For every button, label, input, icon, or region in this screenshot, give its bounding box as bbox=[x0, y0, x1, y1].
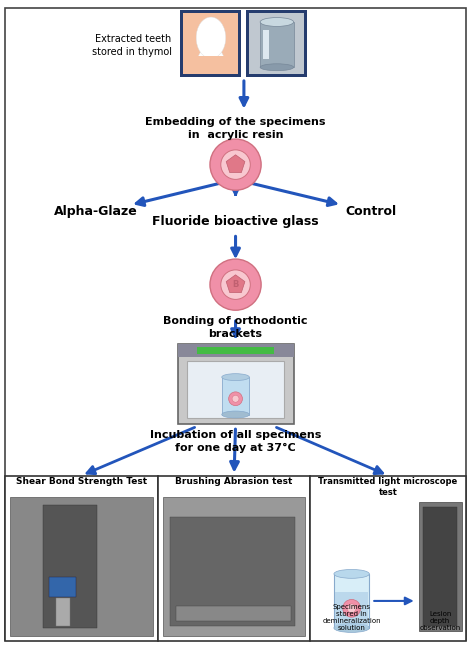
Ellipse shape bbox=[334, 623, 369, 632]
Ellipse shape bbox=[222, 374, 249, 380]
Circle shape bbox=[228, 392, 242, 406]
Bar bbox=[263, 30, 269, 60]
Bar bbox=[260, 22, 293, 67]
Bar bbox=[423, 507, 457, 626]
Text: B: B bbox=[232, 280, 239, 289]
Bar bbox=[43, 505, 97, 628]
Text: Alpha-Glaze: Alpha-Glaze bbox=[54, 205, 138, 218]
Bar bbox=[310, 476, 466, 641]
Bar bbox=[246, 10, 307, 77]
Bar bbox=[183, 56, 238, 74]
Bar bbox=[163, 497, 305, 636]
Bar bbox=[222, 377, 249, 415]
Bar bbox=[175, 607, 291, 621]
Text: Incubation of all specimens
for one day at 37°C: Incubation of all specimens for one day … bbox=[150, 430, 321, 453]
Bar bbox=[419, 502, 462, 631]
Text: Lesion
depth
observation: Lesion depth observation bbox=[419, 611, 461, 631]
Ellipse shape bbox=[198, 51, 210, 72]
Bar bbox=[177, 343, 293, 358]
Ellipse shape bbox=[211, 51, 224, 72]
Bar bbox=[334, 574, 369, 628]
Circle shape bbox=[210, 259, 261, 310]
Bar bbox=[170, 517, 294, 626]
Text: Fluoride bioactive glass: Fluoride bioactive glass bbox=[152, 215, 319, 228]
FancyBboxPatch shape bbox=[177, 343, 293, 424]
Ellipse shape bbox=[222, 411, 249, 418]
Text: Brushing Abrasion test: Brushing Abrasion test bbox=[175, 478, 293, 487]
Ellipse shape bbox=[334, 570, 369, 578]
Text: Extracted teeth
stored in thymol: Extracted teeth stored in thymol bbox=[91, 34, 172, 57]
Circle shape bbox=[221, 150, 250, 179]
Polygon shape bbox=[226, 155, 245, 172]
Circle shape bbox=[221, 270, 250, 299]
Bar bbox=[5, 476, 158, 641]
Circle shape bbox=[343, 599, 361, 617]
Text: Embedding of the specimens
in  acrylic resin: Embedding of the specimens in acrylic re… bbox=[146, 117, 326, 140]
Bar bbox=[10, 497, 153, 636]
Bar bbox=[335, 592, 368, 627]
Ellipse shape bbox=[260, 64, 293, 71]
Circle shape bbox=[232, 395, 239, 402]
Circle shape bbox=[210, 139, 261, 191]
Bar bbox=[181, 10, 241, 77]
Bar bbox=[249, 13, 304, 74]
Bar bbox=[158, 476, 310, 641]
Bar bbox=[49, 577, 76, 597]
Text: Control: Control bbox=[346, 205, 397, 218]
Text: Specimens
stored in
demineralization
solution: Specimens stored in demineralization sol… bbox=[322, 604, 381, 631]
Text: Bonding of orthodontic
brackets: Bonding of orthodontic brackets bbox=[164, 316, 308, 338]
Bar bbox=[183, 13, 238, 74]
Ellipse shape bbox=[196, 17, 226, 58]
Bar bbox=[197, 347, 274, 354]
Bar bbox=[187, 362, 284, 419]
Circle shape bbox=[347, 604, 356, 613]
Text: Transmitted light microscope
test: Transmitted light microscope test bbox=[319, 478, 458, 497]
Bar bbox=[56, 599, 70, 626]
Polygon shape bbox=[226, 275, 245, 293]
Ellipse shape bbox=[260, 17, 293, 27]
Text: Shear Bond Strength Test: Shear Bond Strength Test bbox=[16, 478, 147, 487]
